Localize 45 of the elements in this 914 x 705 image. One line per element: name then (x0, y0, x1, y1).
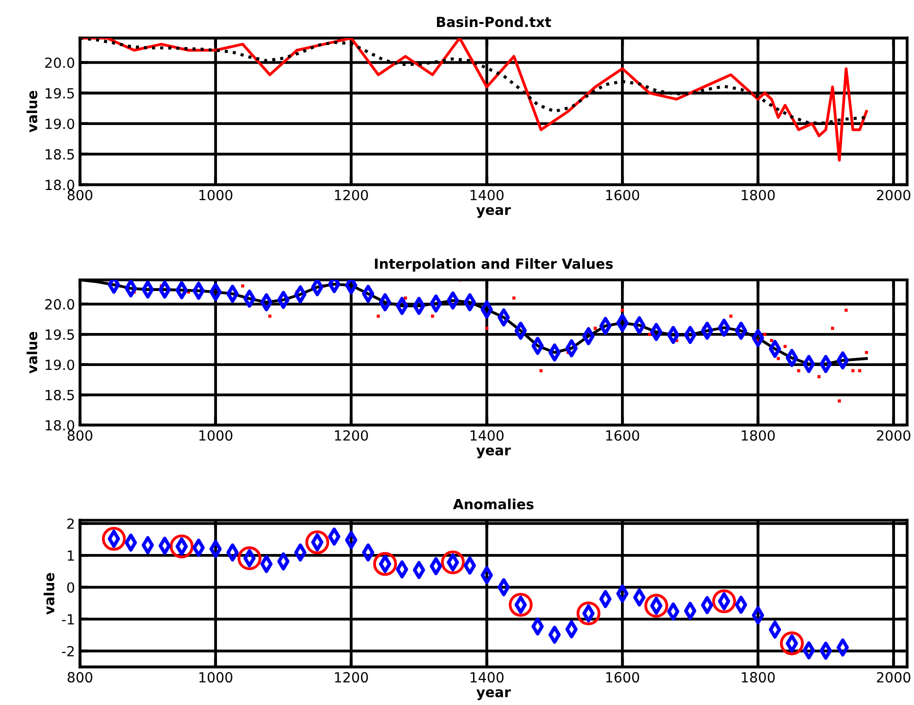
x-tick-label: 1400 (470, 672, 504, 683)
y-tick-label: 19.0 (46, 118, 74, 130)
y-tick-label: 20.0 (45, 57, 74, 68)
x-axis-title: year (476, 207, 511, 218)
y-tick-label: 18.0 (46, 180, 74, 190)
x-axis-title: year (476, 447, 511, 458)
y-tick-label: 19.0 (46, 360, 74, 370)
x-tick-label: 800 (68, 672, 92, 683)
x-tick-label: 1000 (199, 672, 232, 683)
y-axis-title: value (26, 90, 38, 132)
y-axis-title: value (44, 573, 54, 615)
x-tick-label: 2000 (876, 430, 910, 441)
x-tick-label: 800 (68, 190, 92, 200)
x-tick-label: 1600 (606, 672, 640, 683)
y-tick-label: 2 (67, 518, 74, 529)
x-tick-label: 1200 (335, 672, 368, 683)
x-axis-title: year (476, 689, 511, 700)
y-tick-label: 0 (67, 582, 74, 593)
y-tick-label: 20.0 (45, 299, 74, 310)
y-tick-label: -1 (62, 614, 74, 624)
x-tick-label: 1800 (742, 672, 775, 683)
x-tick-label: 2000 (876, 190, 910, 200)
y-tick-label: 19.5 (46, 329, 74, 340)
x-tick-label: 800 (68, 430, 92, 441)
x-tick-label: 1000 (199, 190, 232, 200)
chart-title: Anomalies (453, 498, 534, 510)
y-tick-label: 18.5 (46, 390, 74, 400)
y-tick-label: 18.5 (46, 149, 74, 160)
x-tick-label: 2000 (876, 672, 910, 683)
x-tick-label: 1200 (335, 190, 368, 200)
y-tick-label: 19.5 (46, 88, 74, 99)
x-tick-label: 1000 (199, 430, 232, 441)
chart-title: Interpolation and Filter Values (374, 258, 613, 272)
y-tick-label: 18.0 (46, 420, 74, 431)
chart-title: Basin-Pond.txt (436, 16, 552, 28)
x-tick-label: 1400 (470, 190, 504, 200)
x-tick-label: 1200 (335, 430, 368, 441)
y-tick-label: 1 (68, 550, 74, 561)
y-axis-title: value (26, 332, 38, 374)
x-tick-label: 1800 (742, 190, 775, 200)
x-tick-label: 1400 (470, 430, 504, 441)
y-tick-label: -2 (62, 646, 74, 656)
x-tick-label: 1600 (606, 430, 640, 441)
x-tick-label: 1800 (742, 430, 775, 441)
x-tick-label: 1600 (606, 190, 640, 200)
